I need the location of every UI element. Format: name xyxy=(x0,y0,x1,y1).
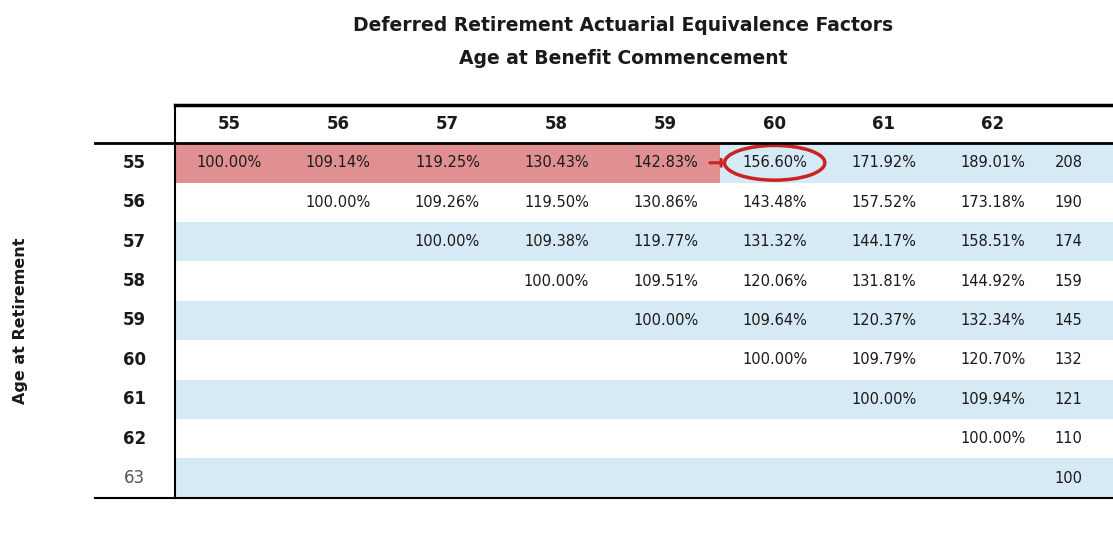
Bar xyxy=(611,143,720,183)
Text: 119.50%: 119.50% xyxy=(524,195,589,210)
Text: 120.70%: 120.70% xyxy=(961,353,1025,367)
Text: 59: 59 xyxy=(654,115,677,133)
Text: 63: 63 xyxy=(125,469,145,487)
Text: 119.77%: 119.77% xyxy=(633,234,698,249)
Text: 109.14%: 109.14% xyxy=(306,156,371,170)
Bar xyxy=(175,458,1113,498)
Text: 109.26%: 109.26% xyxy=(415,195,480,210)
Text: 100.00%: 100.00% xyxy=(306,195,371,210)
Text: 55: 55 xyxy=(124,154,146,172)
Bar xyxy=(175,143,284,183)
Bar xyxy=(175,261,1113,301)
Text: Age at Retirement: Age at Retirement xyxy=(12,237,28,404)
Bar xyxy=(95,261,175,301)
Text: 100.00%: 100.00% xyxy=(633,313,698,328)
Text: 131.81%: 131.81% xyxy=(851,274,916,288)
Text: 174: 174 xyxy=(1054,234,1083,249)
Text: 100: 100 xyxy=(1054,471,1083,485)
Text: 171.92%: 171.92% xyxy=(851,156,916,170)
Text: 60: 60 xyxy=(124,351,146,369)
Bar xyxy=(95,458,175,498)
Text: 60: 60 xyxy=(764,115,786,133)
Text: 55: 55 xyxy=(218,115,240,133)
Text: 132: 132 xyxy=(1055,353,1082,367)
Bar xyxy=(175,380,1113,419)
Bar xyxy=(284,143,393,183)
Text: 56: 56 xyxy=(327,115,349,133)
Text: 158.51%: 158.51% xyxy=(961,234,1025,249)
Text: 109.51%: 109.51% xyxy=(633,274,698,288)
Text: 208: 208 xyxy=(1054,156,1083,170)
Bar xyxy=(393,143,502,183)
Text: 109.79%: 109.79% xyxy=(851,353,916,367)
Text: 189.01%: 189.01% xyxy=(961,156,1025,170)
Bar xyxy=(95,380,175,419)
Text: 132.34%: 132.34% xyxy=(961,313,1025,328)
Text: 57: 57 xyxy=(124,233,146,251)
Bar xyxy=(175,222,1113,261)
Bar xyxy=(175,143,1113,183)
Text: 100.00%: 100.00% xyxy=(742,353,807,367)
Text: 173.18%: 173.18% xyxy=(961,195,1025,210)
Text: 58: 58 xyxy=(545,115,568,133)
Text: 143.48%: 143.48% xyxy=(742,195,807,210)
Text: 120.37%: 120.37% xyxy=(851,313,916,328)
Text: 100.00%: 100.00% xyxy=(197,156,262,170)
Text: 121: 121 xyxy=(1054,392,1083,407)
Bar xyxy=(95,301,175,340)
Text: 62: 62 xyxy=(124,430,146,448)
Text: 110: 110 xyxy=(1054,431,1083,446)
Text: 100.00%: 100.00% xyxy=(851,392,916,407)
Text: 100.00%: 100.00% xyxy=(961,431,1025,446)
Bar xyxy=(175,340,1113,380)
Text: 61: 61 xyxy=(873,115,895,133)
Bar xyxy=(95,340,175,380)
Text: 57: 57 xyxy=(436,115,459,133)
Text: 119.25%: 119.25% xyxy=(415,156,480,170)
Text: 56: 56 xyxy=(124,193,146,211)
Text: 109.38%: 109.38% xyxy=(524,234,589,249)
Text: 58: 58 xyxy=(124,272,146,290)
Text: 120.06%: 120.06% xyxy=(742,274,807,288)
Text: 130.43%: 130.43% xyxy=(524,156,589,170)
Text: 109.94%: 109.94% xyxy=(961,392,1025,407)
Text: 156.60%: 156.60% xyxy=(742,156,807,170)
Text: 157.52%: 157.52% xyxy=(851,195,916,210)
Bar xyxy=(95,222,175,261)
Text: 100.00%: 100.00% xyxy=(415,234,480,249)
Text: 159: 159 xyxy=(1055,274,1082,288)
Text: 144.92%: 144.92% xyxy=(961,274,1025,288)
Text: 131.32%: 131.32% xyxy=(742,234,807,249)
Bar xyxy=(175,183,1113,222)
Text: 130.86%: 130.86% xyxy=(633,195,698,210)
Bar xyxy=(95,183,175,222)
Text: 61: 61 xyxy=(124,390,146,408)
Text: Deferred Retirement Actuarial Equivalence Factors: Deferred Retirement Actuarial Equivalenc… xyxy=(353,16,894,35)
Text: 109.64%: 109.64% xyxy=(742,313,807,328)
Text: 62: 62 xyxy=(982,115,1004,133)
Text: 142.83%: 142.83% xyxy=(633,156,698,170)
Text: 145: 145 xyxy=(1055,313,1082,328)
Bar xyxy=(95,143,175,183)
Text: 144.17%: 144.17% xyxy=(851,234,916,249)
Text: 59: 59 xyxy=(124,312,146,329)
Text: Age at Benefit Commencement: Age at Benefit Commencement xyxy=(459,49,788,68)
Bar xyxy=(175,419,1113,458)
Bar xyxy=(502,143,611,183)
Bar xyxy=(175,301,1113,340)
Bar xyxy=(95,419,175,458)
Text: 100.00%: 100.00% xyxy=(524,274,589,288)
Text: 190: 190 xyxy=(1054,195,1083,210)
